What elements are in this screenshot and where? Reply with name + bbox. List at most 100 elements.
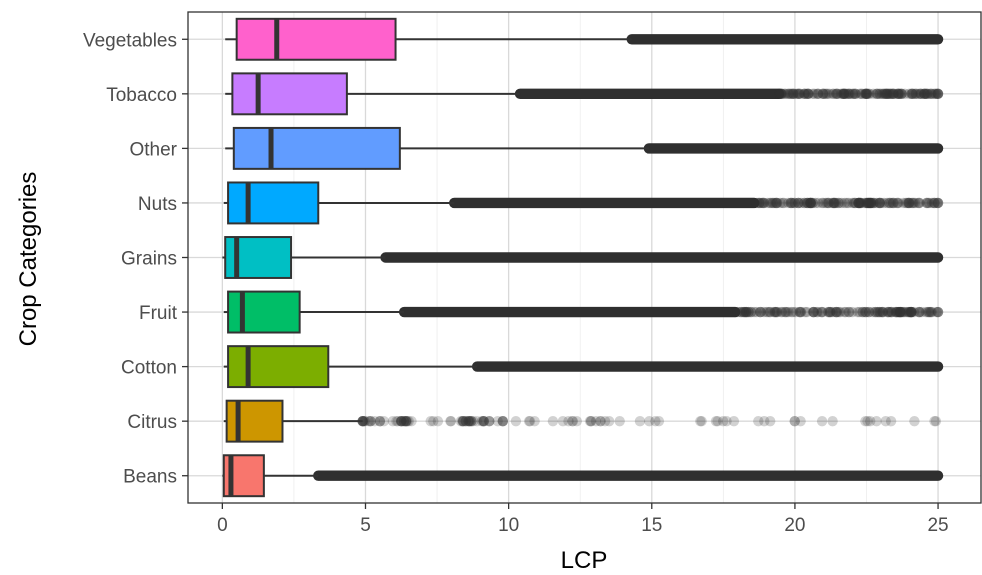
outlier-point xyxy=(740,306,751,318)
outlier-point xyxy=(877,306,888,318)
outlier-point xyxy=(920,88,932,100)
outlier-point xyxy=(776,306,787,318)
outlier-point xyxy=(595,415,606,427)
outlier-point xyxy=(877,306,888,318)
outlier-point xyxy=(817,88,829,100)
outlier-point xyxy=(831,88,842,100)
outlier-point xyxy=(838,88,849,100)
outlier-point xyxy=(799,197,810,209)
outlier-point xyxy=(844,306,855,318)
outlier-point xyxy=(864,197,876,209)
outlier-point xyxy=(798,88,810,100)
outlier-point xyxy=(817,88,829,100)
outlier-point xyxy=(887,88,899,100)
outlier-point xyxy=(921,197,932,209)
outlier-point xyxy=(768,306,779,318)
outlier-point xyxy=(634,415,646,427)
outlier-point xyxy=(824,88,835,100)
outlier-point xyxy=(910,88,922,100)
outlier-point xyxy=(792,88,803,100)
outlier-point xyxy=(365,415,376,427)
outlier-point xyxy=(882,306,894,318)
outlier-point xyxy=(831,88,842,100)
outlier-point xyxy=(922,197,934,209)
box-rect-nuts xyxy=(227,181,320,225)
outlier-point xyxy=(795,415,806,427)
outlier-point xyxy=(882,197,893,209)
outlier-point xyxy=(822,197,833,209)
outlier-point xyxy=(825,306,836,318)
outlier-point xyxy=(793,197,804,209)
outlier-point xyxy=(862,415,873,427)
outlier-point xyxy=(914,306,925,318)
box-rect-tobacco xyxy=(231,72,348,116)
outlier-point xyxy=(833,197,844,209)
outlier-point xyxy=(767,197,778,209)
outlier-point xyxy=(932,306,944,318)
outlier-point xyxy=(567,415,579,427)
outlier-point xyxy=(885,415,897,427)
outlier-point xyxy=(818,88,829,100)
outlier-point xyxy=(865,197,877,209)
outlier-point xyxy=(840,88,851,100)
outlier-point xyxy=(850,88,861,100)
outlier-point xyxy=(805,197,816,209)
outlier-point xyxy=(906,88,917,100)
outlier-point xyxy=(827,306,838,318)
outlier-point xyxy=(757,197,769,209)
outlier-point xyxy=(817,306,828,318)
outlier-point xyxy=(824,306,836,318)
outlier-point xyxy=(894,306,906,318)
x-tick-label-20: 20 xyxy=(784,515,805,536)
outlier-point xyxy=(886,306,897,318)
outlier-point xyxy=(847,88,859,100)
outlier-point xyxy=(861,88,872,100)
outlier-point xyxy=(586,415,597,427)
outlier-point xyxy=(868,88,879,100)
outlier-point xyxy=(741,306,752,318)
outlier-point xyxy=(855,197,866,209)
outlier-point xyxy=(906,88,918,100)
outlier-point xyxy=(761,306,772,318)
x-axis: 0 5 10 15 20 25 xyxy=(217,503,949,536)
outlier-point xyxy=(829,197,840,209)
outlier-point xyxy=(895,306,906,318)
outlier-point xyxy=(772,197,783,209)
outlier-point xyxy=(878,88,889,100)
x-tick-label-10: 10 xyxy=(498,515,519,536)
outlier-point xyxy=(849,197,860,209)
outlier-point xyxy=(776,88,787,100)
outlier-point xyxy=(599,415,611,427)
outlier-point xyxy=(614,415,625,427)
outlier-point xyxy=(804,197,816,209)
outlier-point xyxy=(751,197,762,209)
outlier-point xyxy=(893,306,905,318)
outlier-point xyxy=(907,197,918,209)
outlier-point xyxy=(884,88,896,100)
outlier-point xyxy=(803,88,814,100)
outlier-point xyxy=(888,88,899,100)
outlier-point xyxy=(908,306,920,318)
outlier-point xyxy=(857,306,868,318)
outlier-point xyxy=(828,197,839,209)
outlier-point xyxy=(803,88,814,100)
outlier-point xyxy=(777,88,788,100)
outlier-point xyxy=(905,306,916,318)
outlier-point xyxy=(765,197,777,209)
outlier-point xyxy=(860,88,871,100)
outlier-point xyxy=(828,197,839,209)
outlier-point xyxy=(871,197,882,209)
outlier-point xyxy=(771,197,782,209)
outlier-point xyxy=(925,88,936,100)
outlier-point xyxy=(779,306,790,318)
outlier-point xyxy=(793,88,804,100)
outlier-point xyxy=(523,415,535,427)
outlier-point xyxy=(812,306,823,318)
outlier-point xyxy=(758,197,770,209)
box-rect-vegetables xyxy=(235,17,397,61)
outlier-point xyxy=(529,415,540,427)
outlier-point xyxy=(921,88,933,100)
outlier-point xyxy=(863,88,874,100)
outlier-point xyxy=(872,88,883,100)
outlier-point xyxy=(888,197,900,209)
